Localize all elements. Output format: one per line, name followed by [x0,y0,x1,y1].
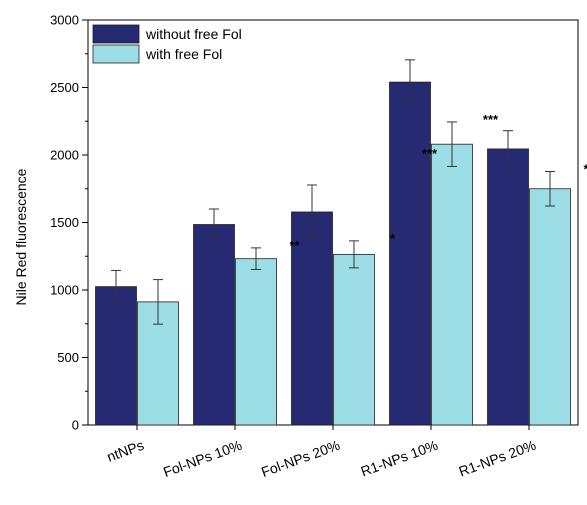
y-tick-label: 1500 [50,215,79,230]
bar [389,81,431,426]
legend: without free Fol with free Fol [92,24,242,64]
bar [487,148,529,426]
y-tick-label: 0 [72,418,79,433]
y-axis-title: Nile Red fluorescence [13,168,29,305]
significance-label: *** [422,146,438,161]
x-tick-label: Fol-NPs 20% [259,437,342,480]
x-tick-label: R1-NPs 10% [359,437,441,480]
legend-swatch [92,24,140,44]
y-tick-label: 500 [57,350,79,365]
bar [333,253,375,426]
x-tick-label: R1-NPs 20% [457,437,539,480]
y-axis: 0 500 1000 1500 2000 2500 3000 [50,13,88,433]
x-tick-label: ntNPs [105,437,146,465]
significance-label: ** [289,238,300,253]
significance-label: * [390,231,396,246]
significance-layer: *********** [289,112,587,253]
x-axis: ntNPs Fol-NPs 10% Fol-NPs 20% R1-NPs 10% R1-… [105,425,538,480]
legend-label: with free Fol [145,46,222,62]
y-tick-label: 1000 [50,283,79,298]
bar [431,143,473,426]
x-tick-label: Fol-NPs 10% [161,437,244,480]
bar [235,258,277,426]
bar [193,224,235,426]
bars-layer [95,81,571,426]
legend-swatch [92,44,140,64]
y-tick-label: 3000 [50,13,79,28]
significance-label: ** [583,161,587,176]
legend-label: without free Fol [145,26,242,42]
bar [95,286,137,426]
y-tick-label: 2500 [50,80,79,95]
bar [291,211,333,426]
significance-label: *** [483,112,499,127]
error-bars-layer [111,59,555,325]
y-tick-label: 2000 [50,148,79,163]
bar [529,188,571,426]
